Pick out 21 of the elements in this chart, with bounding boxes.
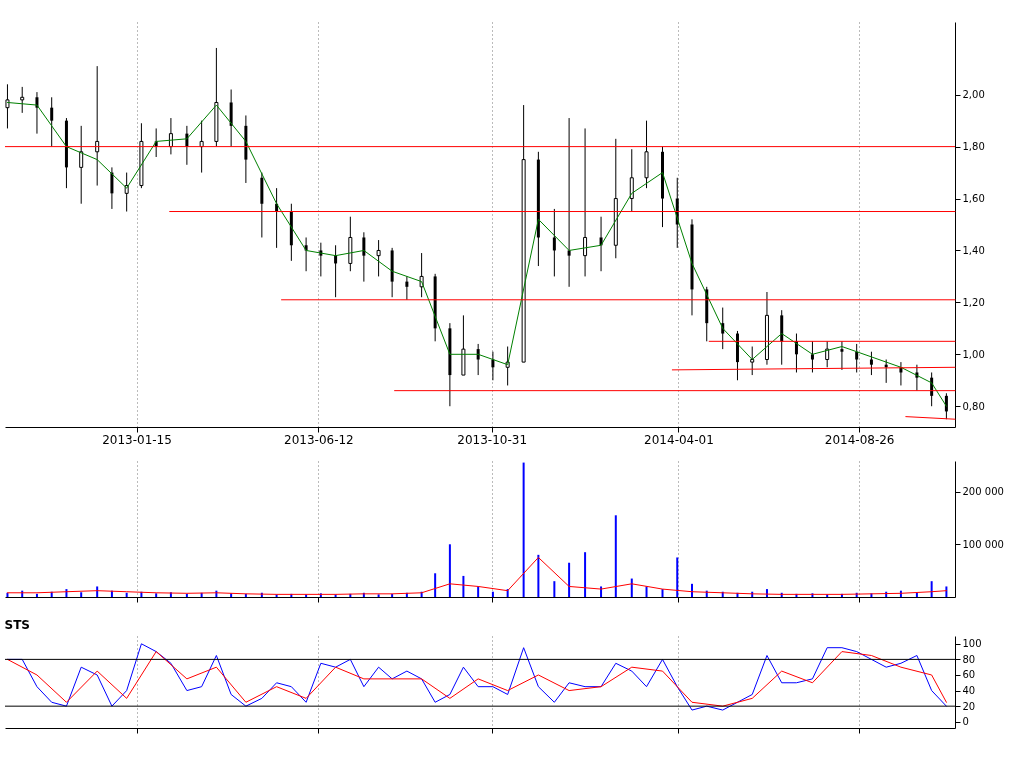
y-tick-label: 1,40 bbox=[962, 244, 985, 256]
y-tick-label: 60 bbox=[962, 669, 976, 681]
y-tick-label: 0,80 bbox=[962, 400, 985, 412]
x-tick-label: 2013-06-12 bbox=[284, 432, 354, 447]
y-tick-label: 1,60 bbox=[962, 193, 985, 205]
y-tick-label: 40 bbox=[962, 685, 976, 697]
y-tick-label: 1,80 bbox=[962, 141, 985, 153]
y-tick-label: 100 bbox=[962, 638, 982, 650]
y-tick-label: 0 bbox=[962, 716, 969, 728]
y-tick-label: 2,00 bbox=[962, 89, 985, 101]
y-tick-label: 200 000 bbox=[962, 486, 1004, 498]
x-tick-label: 2014-04-01 bbox=[644, 432, 714, 447]
y-tick-label: 100 000 bbox=[962, 538, 1004, 550]
y-tick-label: 80 bbox=[962, 653, 976, 665]
y-tick-label: 1,20 bbox=[962, 296, 985, 308]
x-tick-label: 2014-08-26 bbox=[824, 432, 895, 447]
x-tick-label: 2013-10-31 bbox=[457, 432, 528, 447]
x-tick-label: 2013-01-15 bbox=[102, 432, 172, 447]
y-tick-label: 20 bbox=[962, 700, 976, 712]
chart-title: STS bbox=[4, 618, 30, 632]
y-tick-label: 1,00 bbox=[962, 348, 985, 360]
